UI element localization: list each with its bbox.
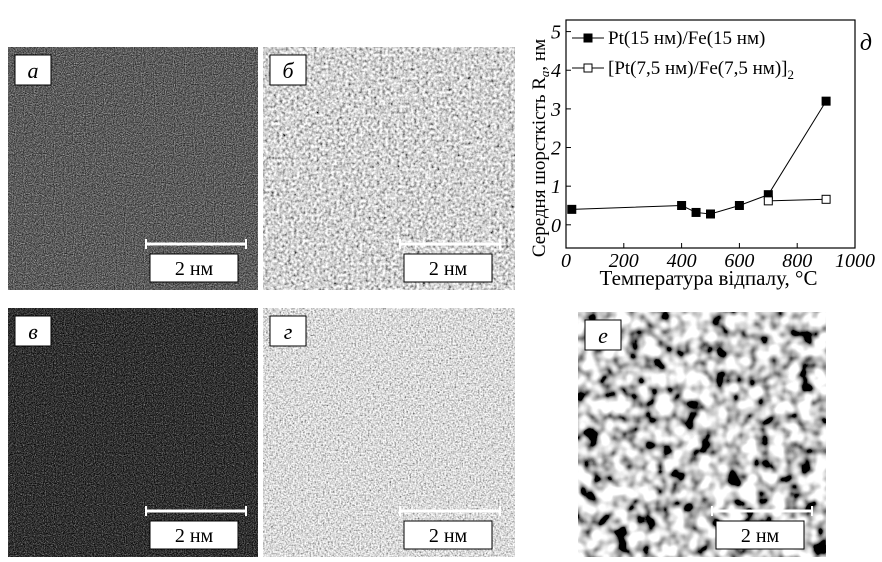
micrograph <box>578 312 826 557</box>
marker <box>734 200 744 210</box>
panel-label-box <box>14 315 52 347</box>
scale-label-box <box>715 520 805 550</box>
x-tick-label: 0 <box>561 250 571 272</box>
scale-label: 2 нм <box>175 258 214 280</box>
marker <box>567 204 577 214</box>
plot-frame <box>565 19 856 249</box>
marker <box>821 96 831 106</box>
y-tick-label: 5 <box>551 22 561 44</box>
chart: 0 200 400 600 800 1000 0 1 2 3 4 5 Температура відпа… <box>529 19 875 290</box>
y-tick-label: 2 <box>551 138 561 160</box>
micrograph <box>8 47 258 290</box>
marker <box>677 200 687 210</box>
y-axis-label-sub: a <box>537 70 552 77</box>
legend-label: Pt(15 нм)/Fe(15 нм) <box>608 28 765 49</box>
micrograph-panel: е 2 нм <box>578 312 826 557</box>
micrograph-panel: в 2 нм <box>8 308 258 557</box>
marker <box>821 194 831 204</box>
legend-name: [Pt(7,5 нм)/Fe(7,5 нм)] <box>608 58 787 79</box>
x-tick-label: 800 <box>782 250 812 272</box>
panel-label: д <box>860 30 872 56</box>
panels: а 2 нм б 2 нм в 2 нм г 2 нм е 2 нм <box>8 47 826 557</box>
scale-label: 2 нм <box>175 525 214 547</box>
y-axis-label-text: Середня шорсткість R <box>529 77 550 257</box>
y-tick-label: 0 <box>551 215 561 237</box>
x-tick-label: 1000 <box>835 250 875 272</box>
x-tick-label: 400 <box>667 250 697 272</box>
series-line <box>768 198 827 202</box>
y-axis-label-unit: , нм <box>529 39 550 71</box>
legend-sub: 2 <box>787 67 794 82</box>
x-tick-label: 600 <box>724 250 754 272</box>
micrograph <box>8 308 258 557</box>
panel-label-box <box>14 54 52 86</box>
panel-label: е <box>598 323 608 348</box>
panel-label: г <box>284 319 293 344</box>
x-axis-label: Температура відпалу, °C <box>600 266 818 290</box>
panel-label: б <box>282 58 294 83</box>
legend-marker <box>583 33 593 43</box>
micrograph <box>263 308 515 557</box>
micrograph-panel: а 2 нм <box>8 47 258 290</box>
series-line <box>571 100 827 215</box>
panel-label: а <box>28 58 39 83</box>
y-axis-label: Середня шорсткість Ra, нм <box>529 39 552 257</box>
scale-label: 2 нм <box>741 525 780 547</box>
panel-label-box <box>584 319 622 351</box>
micrograph-panel: г 2 нм <box>263 308 515 557</box>
panel-label-box <box>269 315 307 347</box>
scale-label-box <box>403 520 493 550</box>
y-tick-label: 4 <box>551 60 561 82</box>
scale-label: 2 нм <box>429 525 468 547</box>
x-tick-label: 200 <box>609 250 639 272</box>
micrograph-panel: б 2 нм <box>263 47 515 290</box>
panel-label-box <box>269 54 307 86</box>
scale-label: 2 нм <box>429 258 468 280</box>
micrograph <box>263 47 515 290</box>
panel-label: в <box>28 319 38 344</box>
marker <box>706 209 715 219</box>
scale-label-box <box>403 253 493 283</box>
y-tick-label: 3 <box>550 99 561 121</box>
legend-name: Pt(15 нм)/Fe(15 нм) <box>608 28 765 49</box>
y-tick-label: 1 <box>551 176 561 198</box>
marker <box>691 207 701 217</box>
scale-label-box <box>149 253 239 283</box>
marker <box>763 196 773 206</box>
legend-label: [Pt(7,5 нм)/Fe(7,5 нм)]2 <box>608 58 794 82</box>
scale-label-box <box>149 520 239 550</box>
legend-marker <box>583 63 593 73</box>
